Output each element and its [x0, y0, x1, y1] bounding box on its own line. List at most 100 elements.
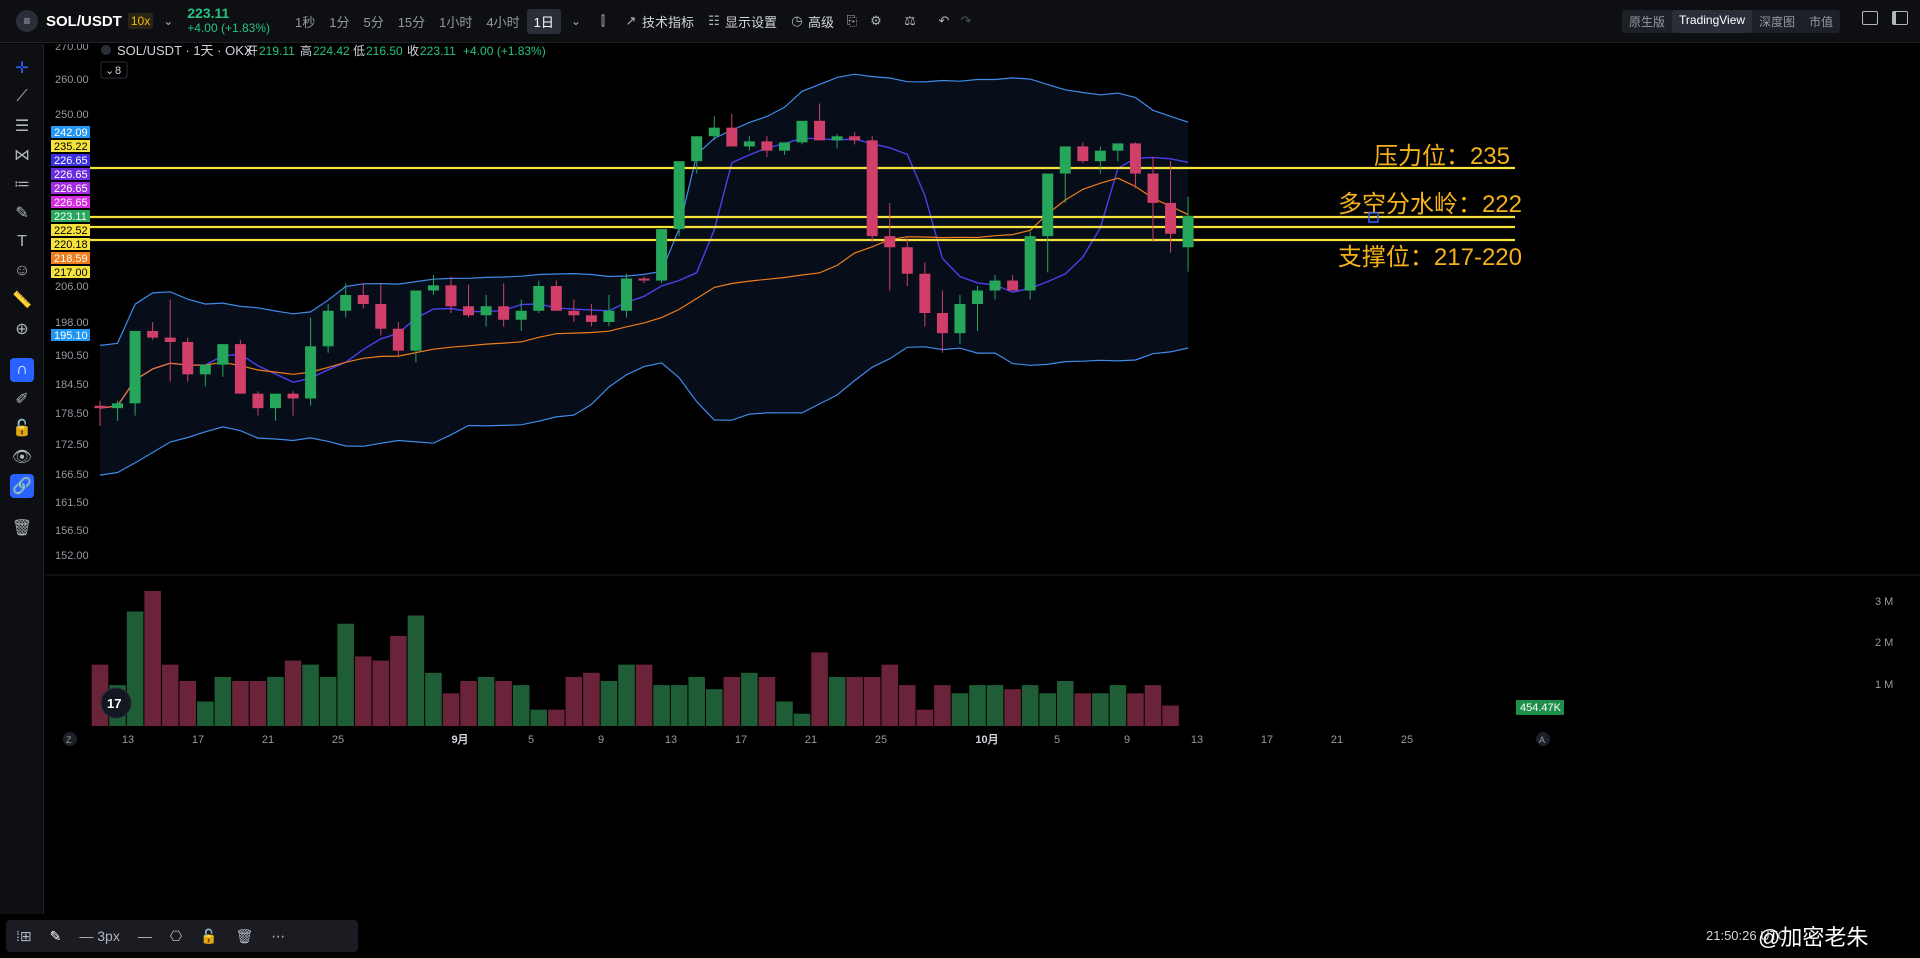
- symbol-name[interactable]: SOL/USDT: [46, 12, 122, 30]
- annotation-resistance[interactable]: 压力位：235: [1374, 143, 1510, 170]
- ruler-icon[interactable]: 📏: [12, 292, 32, 309]
- candle-body: [708, 127, 720, 137]
- candle-body: [217, 344, 229, 365]
- crosshair-icon[interactable]: ✛: [15, 60, 29, 77]
- grid-icon[interactable]: ⁞⊞: [16, 927, 32, 944]
- top-toolbar: ≡ SOL/USDT 10x ⌄ 223.11 +4.00 (+1.83%) 1…: [0, 0, 1920, 43]
- volume-bar: [144, 591, 161, 726]
- gear-icon[interactable]: ⚙: [870, 13, 882, 28]
- stroke-width-label: 3px: [97, 928, 120, 944]
- edit-lock-icon[interactable]: ✐: [15, 391, 29, 408]
- candle-body: [1059, 146, 1071, 174]
- trash-icon[interactable]: 🗑: [11, 520, 33, 537]
- volume-bar: [1127, 693, 1144, 726]
- drawing-toolbar: ✛ ⟋ ☰ ⋈ ≔ ✎ T ☺ 📏 ⊕ ∩ ✐ 🔓 👁 🔗 🗑: [0, 44, 44, 914]
- legend-collapse-button[interactable]: [100, 61, 128, 79]
- layout-icon[interactable]: [1892, 11, 1908, 25]
- volume-bar: [425, 672, 442, 726]
- stroke-width[interactable]: — 3px: [79, 928, 120, 944]
- line-style-icon[interactable]: —: [137, 928, 152, 944]
- fib-icon[interactable]: ≔: [14, 176, 30, 193]
- compare-icon[interactable]: ⚖: [904, 13, 916, 28]
- annotation-support[interactable]: 支撑位：217-220: [1338, 244, 1522, 271]
- magnet-icon[interactable]: ∩: [10, 358, 34, 382]
- pattern-icon[interactable]: ⋈: [14, 147, 30, 164]
- timeframe-1h[interactable]: 1小时: [439, 14, 473, 30]
- pencil-icon[interactable]: ✎: [49, 927, 62, 944]
- link-icon[interactable]: 🔗: [10, 474, 34, 498]
- settings-icon[interactable]: ⎔: [169, 927, 183, 944]
- x-tick-label: 9: [1124, 734, 1130, 746]
- price-chart[interactable]: 270.00 260.00 250.00 206.00 198.00 190.50 184.…: [45, 44, 1920, 914]
- timeframe-5m[interactable]: 5分: [363, 14, 384, 30]
- volume-bar: [916, 709, 934, 726]
- candle-body: [972, 290, 983, 304]
- timeframe-1s[interactable]: 1秒: [295, 14, 316, 30]
- tab-market-cap[interactable]: 市值: [1809, 15, 1834, 29]
- candle-body: [164, 337, 176, 342]
- lock-icon[interactable]: 🔓: [12, 420, 32, 437]
- utc-clock[interactable]: 21:50:26 UTC: [1706, 928, 1787, 943]
- line-handle[interactable]: [1368, 212, 1379, 223]
- candle-body: [743, 141, 755, 147]
- advanced-icon: ◷: [791, 13, 803, 28]
- volume-bar: [618, 664, 635, 726]
- candle-type-icon[interactable]: ⫿: [600, 13, 606, 28]
- tab-tradingview[interactable]: TradingView: [1672, 10, 1753, 33]
- candle-body: [129, 330, 141, 404]
- eye-icon[interactable]: 👁: [11, 449, 33, 466]
- indicators-button[interactable]: ↗ 技术指标: [623, 12, 693, 31]
- zoom-icon[interactable]: ⊕: [15, 321, 29, 338]
- volume-bar: [214, 676, 232, 726]
- timeframe-1m[interactable]: 1分: [329, 14, 350, 30]
- brush-icon[interactable]: ✎: [15, 205, 29, 222]
- legend-open: 219.11: [259, 44, 295, 58]
- volume-bar: [1004, 689, 1021, 726]
- volume-bar: [899, 685, 916, 726]
- chevron-down-icon[interactable]: ⌄: [163, 14, 174, 28]
- bollinger-bands: [99, 73, 1189, 476]
- volume-bar: [530, 709, 548, 726]
- undo-icon[interactable]: ↶: [938, 13, 950, 28]
- timeframe-4h[interactable]: 4小时: [486, 14, 520, 30]
- x-tick-label: 9月: [451, 733, 468, 746]
- x-tick-label: 21: [1331, 734, 1343, 746]
- legend-high: 224.42: [313, 44, 350, 58]
- tab-native[interactable]: 原生版: [1629, 15, 1666, 29]
- auto-scale-glyph: A: [1539, 735, 1545, 745]
- legend-close-label: 收: [407, 44, 419, 58]
- display-label: 显示设置: [724, 14, 777, 30]
- indicators-icon: ↗: [625, 13, 637, 28]
- timeframe-15m[interactable]: 15分: [397, 14, 426, 30]
- delete-drawing-icon[interactable]: 🗑: [235, 927, 254, 944]
- y-axis: 270.00 260.00 250.00 206.00 198.00 190.50 184.…: [55, 44, 89, 562]
- horizontal-lines-icon[interactable]: ☰: [14, 118, 30, 135]
- text-icon[interactable]: T: [17, 233, 27, 250]
- trendline-icon[interactable]: ⟋: [16, 88, 28, 105]
- candle-body: [831, 136, 843, 141]
- timeframe-1d[interactable]: 1日: [526, 8, 561, 34]
- screenshot-icon[interactable]: ⎘: [846, 13, 858, 28]
- candle-body: [989, 280, 1001, 291]
- candle-body: [884, 236, 896, 248]
- emoji-icon[interactable]: ☺: [13, 262, 31, 279]
- advanced-button[interactable]: ◷ 高级: [789, 12, 834, 31]
- candle-body: [1165, 202, 1177, 234]
- volume-bar: [793, 713, 811, 726]
- annotation-pivot[interactable]: 多空分水岭：222: [1338, 191, 1522, 218]
- legend-close: 223.11: [420, 44, 456, 58]
- volume-bar: [741, 672, 758, 726]
- tab-depth[interactable]: 深度图: [1759, 15, 1796, 29]
- watermark: @加密老朱: [1758, 925, 1869, 950]
- timeframe-chevron-icon[interactable]: ⌄: [570, 14, 581, 28]
- fullscreen-icon[interactable]: [1862, 11, 1878, 25]
- more-icon[interactable]: ⋯: [271, 927, 286, 944]
- x-tick-label: 25: [1401, 734, 1413, 746]
- price-label-badge: [51, 252, 90, 264]
- legend-collapse-chevron-icon: ⌄: [105, 65, 114, 77]
- display-settings-button[interactable]: ☷ 显示设置: [706, 12, 777, 31]
- menu-icon[interactable]: ≡: [16, 10, 38, 32]
- y-tick-label: 172.50: [55, 439, 89, 451]
- lock-drawing-icon[interactable]: 🔓: [200, 927, 218, 944]
- redo-icon[interactable]: ↷: [960, 13, 972, 28]
